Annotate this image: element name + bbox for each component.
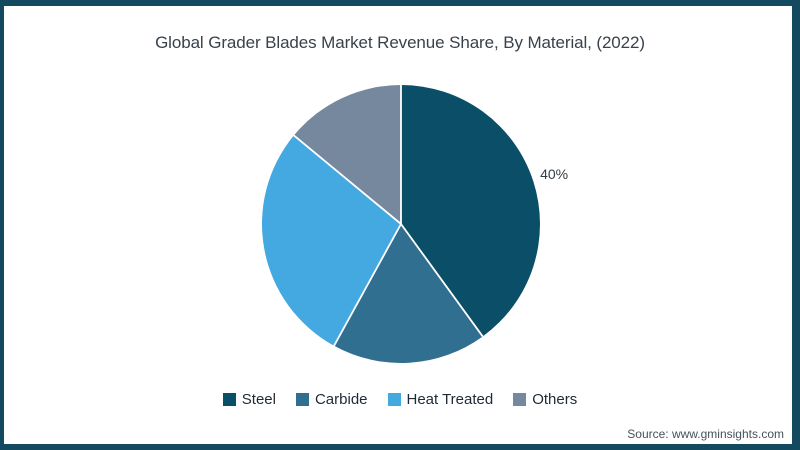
legend-label-steel: Steel	[241, 391, 276, 408]
source-attribution: Source: www.gminsights.com	[627, 427, 784, 441]
legend-item-carbide: Carbide	[295, 391, 368, 408]
pie-slice-others	[293, 85, 401, 224]
legend-label-heat-treated: Heat Treated	[406, 391, 494, 408]
slice-separator	[333, 223, 402, 347]
legend-item-heat-treated: Heat Treated	[387, 391, 494, 408]
slice-separator	[293, 134, 402, 225]
chart-title: Global Grader Blades Market Revenue Shar…	[155, 33, 645, 52]
slice-separator	[400, 223, 484, 337]
pie-chart: 40%	[262, 85, 568, 363]
legend-swatch-others	[513, 393, 527, 406]
pie-slice-steel	[401, 85, 540, 337]
slice-value-label-steel: 40%	[540, 166, 568, 182]
legend-label-carbide: Carbide	[314, 391, 368, 408]
legend-swatch-steel	[222, 393, 236, 406]
pie-slice-heat-treated	[262, 135, 401, 346]
legend-item-others: Others	[513, 391, 577, 408]
legend-swatch-heat-treated	[387, 393, 401, 406]
legend: Steel Carbide Heat Treated Others	[0, 391, 800, 408]
legend-swatch-carbide	[295, 393, 309, 406]
pie-slice-carbide	[334, 224, 483, 363]
legend-label-others: Others	[532, 391, 578, 408]
legend-item-steel: Steel	[222, 391, 276, 408]
